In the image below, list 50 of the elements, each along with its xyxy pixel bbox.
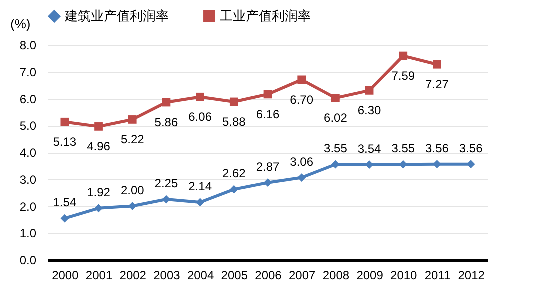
data-label: 3.54 <box>358 142 382 156</box>
y-tick-label: 5.0 <box>20 119 37 134</box>
data-label: 3.55 <box>392 142 416 156</box>
y-tick-label: 4.0 <box>20 146 37 160</box>
data-label: 5.22 <box>120 132 145 147</box>
data-label: 2.87 <box>256 160 280 174</box>
data-label: 5.86 <box>154 116 178 130</box>
x-tick-label: 2007 <box>288 268 316 282</box>
x-tick-label: 2001 <box>86 268 113 282</box>
data-label: 6.06 <box>188 110 212 124</box>
data-label: 6.02 <box>324 111 348 126</box>
y-tick-label: 6.0 <box>20 92 37 106</box>
y-tick-label: 7.0 <box>20 65 37 80</box>
y-tick-label: 8.0 <box>20 38 37 52</box>
data-label: 6.30 <box>358 104 382 118</box>
data-label: 2.25 <box>154 176 178 191</box>
data-label: 3.56 <box>426 141 450 156</box>
data-label: 3.56 <box>459 141 484 156</box>
data-label: 2.14 <box>188 179 212 194</box>
data-label: 3.06 <box>290 154 314 169</box>
y-tick-label: 1.0 <box>20 226 37 241</box>
x-tick-label: 2012 <box>458 268 486 282</box>
x-tick-label: 2011 <box>424 268 451 282</box>
data-label: 7.27 <box>426 78 450 92</box>
x-tick-label: 2004 <box>187 268 214 282</box>
legend-label: 建筑业产值利润率 <box>64 8 169 24</box>
data-label: 5.88 <box>222 114 246 129</box>
x-tick-label: 2008 <box>322 268 350 282</box>
x-tick-label: 2009 <box>356 268 384 282</box>
y-tick-label: 2.0 <box>20 200 37 214</box>
x-tick-label: 2003 <box>154 268 181 282</box>
y-tick-label: 3.0 <box>20 172 37 187</box>
x-tick-label: 2002 <box>120 268 147 282</box>
y-tick-label: 0.0 <box>20 254 37 268</box>
legend-label: 工业产值利润率 <box>220 8 311 24</box>
y-axis-title: (%) <box>10 16 31 32</box>
x-tick-label: 2005 <box>221 268 248 282</box>
x-tick-label: 2000 <box>52 268 80 282</box>
x-tick-label: 2006 <box>255 268 282 282</box>
data-label: 6.70 <box>290 92 314 107</box>
data-label: 3.55 <box>324 142 348 156</box>
data-label: 7.59 <box>392 69 416 84</box>
data-label: 6.16 <box>256 107 280 122</box>
data-label: 1.92 <box>87 185 111 200</box>
x-tick-label: 2010 <box>390 268 418 282</box>
data-label: 1.54 <box>53 196 77 210</box>
data-label: 5.13 <box>53 135 77 150</box>
data-label: 2.62 <box>222 166 246 181</box>
data-label: 2.00 <box>120 183 145 198</box>
data-label: 4.96 <box>87 140 111 154</box>
